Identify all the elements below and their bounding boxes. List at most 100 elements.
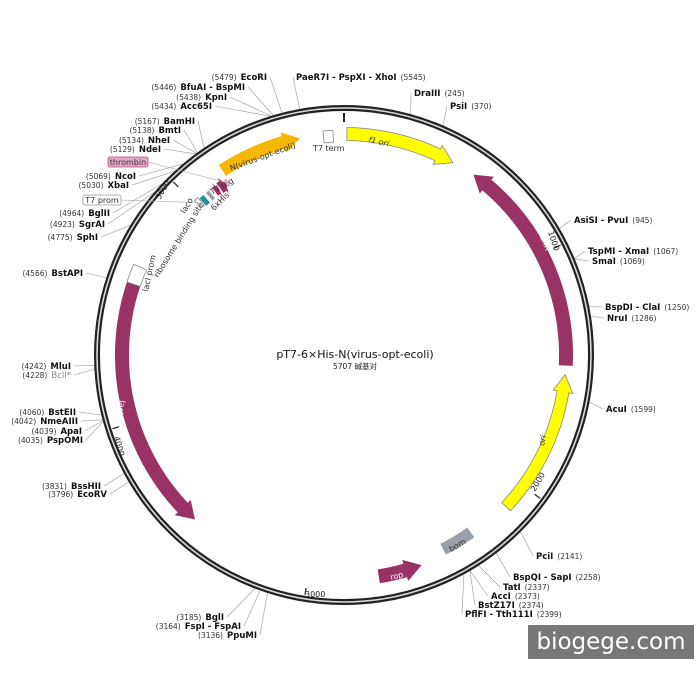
site-bcli[interactable]: (4228) BclI* bbox=[22, 371, 71, 381]
site-bspdi-clai[interactable]: BspDI - ClaI (1250) bbox=[605, 303, 689, 313]
site-sphi[interactable]: (4775) SphI bbox=[48, 233, 98, 243]
site-psii[interactable]: PsiI (370) bbox=[450, 102, 491, 112]
feature-t7-term[interactable]: T7 term bbox=[312, 129, 345, 153]
site-acci[interactable]: AccI (2373) bbox=[491, 592, 540, 602]
site-leader-line bbox=[589, 401, 604, 410]
site-bmti[interactable]: (5138) BmtI bbox=[129, 126, 181, 136]
site-leader-line bbox=[574, 250, 586, 259]
site-bgli[interactable]: (3185) BglI bbox=[176, 613, 224, 623]
site-nrui[interactable]: NruI (1286) bbox=[607, 314, 657, 324]
site-leader-line bbox=[269, 76, 283, 113]
site-bfuai-bspmi[interactable]: (5446) BfuAI - BspMI bbox=[151, 83, 245, 93]
site-leader-line bbox=[109, 481, 129, 495]
site-tati[interactable]: TatI (2337) bbox=[503, 583, 550, 593]
site-paer7i-pspxi-xhoi[interactable]: PaeR7I - PspXI - XhoI (5545) bbox=[296, 73, 426, 83]
feature-thrombin[interactable]: thrombin bbox=[107, 156, 231, 187]
site-fspi-fspai[interactable]: (3164) FspI - FspAI bbox=[156, 622, 241, 632]
feature-bom[interactable]: bom bbox=[440, 527, 475, 555]
site-ecorv[interactable]: (3796) EcoRV bbox=[48, 490, 107, 500]
site-name: NruI bbox=[607, 314, 628, 324]
site-name: AsiSI - PvuI bbox=[574, 216, 628, 226]
site-leader-line bbox=[85, 272, 107, 278]
site-pcii[interactable]: PciI (2141) bbox=[536, 552, 582, 562]
feature-leader-line bbox=[147, 161, 228, 184]
feature-shape[interactable] bbox=[501, 374, 574, 512]
site-ndei[interactable]: (5129) NdeI bbox=[110, 145, 161, 155]
site-leader-line bbox=[183, 129, 198, 153]
feature-shape[interactable] bbox=[440, 527, 475, 555]
feature-label: ori bbox=[537, 434, 548, 447]
site-bspqi-sapi[interactable]: BspQI - SapI (2258) bbox=[513, 573, 601, 583]
site-position: (4566) bbox=[22, 269, 47, 278]
site-bsshii[interactable]: (3831) BssHII bbox=[42, 482, 101, 492]
feature-shape[interactable] bbox=[346, 127, 454, 165]
site-name: NheI bbox=[148, 136, 170, 146]
site-position: (5167) bbox=[135, 117, 160, 126]
site-leader-line bbox=[469, 570, 476, 606]
site-acc65i[interactable]: (5434) Acc65I bbox=[151, 102, 212, 112]
feature-shape[interactable] bbox=[322, 129, 334, 144]
site-leader-line bbox=[478, 565, 501, 588]
feature-t7-prom[interactable]: T7 prom bbox=[82, 194, 205, 209]
site-ecori[interactable]: (5479) EcoRI bbox=[212, 73, 267, 83]
site-name: TspMI - XmaI bbox=[588, 247, 649, 257]
site-acui[interactable]: AcuI (1599) bbox=[606, 405, 656, 415]
site-ncoi[interactable]: (5069) NcoI bbox=[86, 172, 136, 182]
feature-shape[interactable] bbox=[218, 132, 300, 176]
feature-shape[interactable] bbox=[211, 183, 223, 198]
site-position: (3164) bbox=[156, 622, 181, 631]
site-leader-line bbox=[214, 105, 271, 117]
site-bstapi[interactable]: (4566) BstAPI bbox=[22, 269, 83, 279]
site-smai[interactable]: SmaI (1069) bbox=[592, 257, 645, 267]
feature-n-virus-opt-ecoli[interactable]: N(virus-opt-ecoli) bbox=[218, 132, 300, 176]
site-pspomi[interactable]: (4035) PspOMI bbox=[18, 436, 83, 446]
site-asisi-pvui[interactable]: AsiSI - PvuI (945) bbox=[574, 216, 653, 226]
site-bsteii[interactable]: (4060) BstEII bbox=[19, 408, 76, 418]
site-leader-line bbox=[80, 419, 103, 422]
site-draiii[interactable]: DraIII (245) bbox=[414, 89, 465, 99]
site-position: (1250) bbox=[664, 303, 689, 312]
site-pflfi-tth111i[interactable]: PflFI - Tth111I (2399) bbox=[465, 610, 562, 620]
site-leader-line bbox=[172, 139, 197, 154]
feature-shape[interactable] bbox=[126, 263, 148, 287]
feature-shape[interactable] bbox=[115, 282, 195, 520]
feature-rop[interactable]: rop bbox=[377, 559, 422, 584]
site-position: (2399) bbox=[537, 610, 562, 619]
site-nhei[interactable]: (5134) NheI bbox=[119, 136, 170, 146]
feature-shape[interactable] bbox=[377, 559, 422, 584]
site-name: PaeR7I - PspXI - XhoI bbox=[296, 73, 397, 83]
feature-shape[interactable] bbox=[205, 190, 216, 201]
tick-mark bbox=[554, 244, 561, 249]
site-apai[interactable]: (4039) ApaI bbox=[31, 427, 82, 437]
feature-shape[interactable] bbox=[473, 174, 573, 366]
site-position: (5545) bbox=[401, 73, 426, 82]
site-kpni[interactable]: (5438) KpnI bbox=[176, 93, 227, 103]
site-tspmi-xmai[interactable]: TspMI - XmaI (1067) bbox=[588, 247, 678, 257]
site-mlui[interactable]: (4242) MluI bbox=[21, 362, 71, 372]
feature-laci[interactable]: lacI bbox=[115, 282, 195, 520]
site-position: (2374) bbox=[519, 601, 544, 610]
site-bstz17i[interactable]: BstZ17I (2374) bbox=[478, 601, 544, 611]
site-bglii[interactable]: (4964) BglII bbox=[59, 209, 110, 219]
site-name: SphI bbox=[77, 233, 98, 243]
feature-kanr[interactable]: KanR bbox=[473, 174, 573, 366]
feature-ori[interactable]: ori bbox=[501, 374, 574, 512]
site-leader-line bbox=[78, 411, 102, 416]
site-position: (5438) bbox=[176, 93, 201, 102]
site-ppumi[interactable]: (3136) PpuMI bbox=[198, 631, 257, 641]
feature-shape[interactable] bbox=[216, 177, 229, 194]
site-position: (5069) bbox=[86, 172, 111, 181]
site-sgrai[interactable]: (4923) SgrAI bbox=[50, 220, 105, 230]
feature-shape[interactable] bbox=[199, 195, 211, 206]
site-leader-line bbox=[100, 225, 131, 238]
site-position: (2337) bbox=[525, 583, 550, 592]
tick-mark bbox=[112, 426, 120, 430]
site-name: BstEII bbox=[48, 408, 76, 418]
tick-mark bbox=[534, 493, 541, 499]
feature-f1-ori[interactable]: f1 ori bbox=[346, 127, 454, 165]
site-bamhi[interactable]: (5167) BamHI bbox=[135, 117, 195, 127]
site-name: NmeAIII bbox=[40, 417, 78, 427]
site-nmeaiii[interactable]: (4042) NmeAIII bbox=[11, 417, 78, 427]
site-xbai[interactable]: (5030) XbaI bbox=[79, 181, 130, 191]
